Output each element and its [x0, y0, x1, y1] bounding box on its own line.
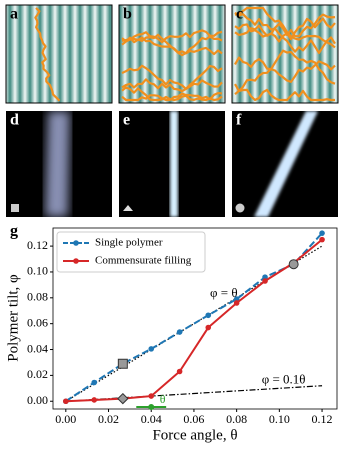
data-point: [148, 346, 155, 352]
polymer: [234, 6, 336, 49]
x-tick-label: 0.10: [269, 412, 290, 426]
panel-label: a: [10, 6, 18, 23]
icon-circle: [235, 203, 245, 213]
polymer: [34, 7, 61, 102]
data-point: [233, 296, 240, 302]
y-tick-label: 0.06: [27, 315, 48, 329]
polymer: [234, 13, 336, 38]
data-point: [205, 324, 212, 331]
polymer: [234, 49, 336, 95]
panel-label: g: [10, 223, 18, 240]
data-point: [91, 397, 98, 403]
simulation-panels: a b c d e f: [5, 4, 339, 217]
x-axis-label: Force angle, θ: [152, 427, 237, 443]
icon-triangle: [123, 205, 133, 211]
y-axis-label: Polymer tilt, φ: [5, 274, 21, 362]
highlight-square: [117, 358, 128, 369]
density: [170, 111, 178, 217]
highlight-circle: [288, 259, 299, 270]
panel-image: [5, 4, 113, 104]
y-tick-label: 0.00: [27, 393, 48, 407]
legend-label: Single polymer: [95, 237, 163, 249]
data-point: [262, 278, 268, 284]
plot-frame: [52, 227, 338, 410]
legend-marker: [73, 240, 79, 246]
series-line: [65, 232, 323, 403]
density: [45, 111, 70, 217]
y-tick-label: 0.08: [27, 290, 48, 304]
legend-label: Commensurate filling: [95, 255, 192, 267]
panel-label: e: [123, 112, 130, 129]
y-tick-label: 0.04: [27, 341, 48, 355]
polymer: [121, 33, 223, 57]
icon-square: [11, 204, 19, 212]
highlight-diamond: [117, 392, 129, 405]
data-point: [176, 368, 183, 375]
density: [254, 111, 318, 217]
x-tick-label: 0.04: [141, 412, 162, 426]
polymer: [234, 56, 336, 83]
x-tick-label: 0.08: [226, 412, 247, 426]
data-point: [233, 300, 240, 306]
arrow-label: θ: [160, 392, 166, 406]
force-origin: [148, 404, 155, 410]
series-line: [65, 238, 323, 403]
x-tick-label: 0.02: [98, 412, 119, 426]
panel-label: b: [123, 6, 132, 23]
polymer: [121, 78, 223, 93]
data-point: [205, 312, 212, 319]
polymer: [121, 64, 223, 91]
polymer: [121, 91, 223, 102]
legend-box: [56, 231, 206, 273]
data-point: [91, 379, 98, 386]
data-point: [319, 230, 325, 236]
x-tick-label: 0.00: [55, 412, 76, 426]
y-tick-label: 0.12: [27, 238, 48, 252]
panel-label: d: [10, 112, 19, 129]
data-point: [63, 398, 69, 405]
polymer: [121, 29, 223, 44]
polymer: [234, 11, 336, 55]
data-point: [262, 274, 268, 280]
polymer: [234, 17, 336, 43]
panel-label: c: [236, 6, 243, 23]
y-tick-label: 0.10: [27, 264, 48, 278]
x-tick-label: 0.06: [183, 412, 204, 426]
reference-label: φ = 0.1θ: [262, 372, 306, 387]
legend-marker: [73, 258, 79, 264]
reference-label: φ = θ: [210, 285, 238, 300]
data-point: [319, 236, 325, 243]
polymer: [234, 83, 335, 102]
data-point: [176, 329, 183, 335]
data-point: [148, 393, 155, 399]
panel-label: f: [236, 112, 242, 129]
y-tick-label: 0.02: [27, 367, 48, 381]
x-tick-label: 0.12: [312, 412, 333, 426]
